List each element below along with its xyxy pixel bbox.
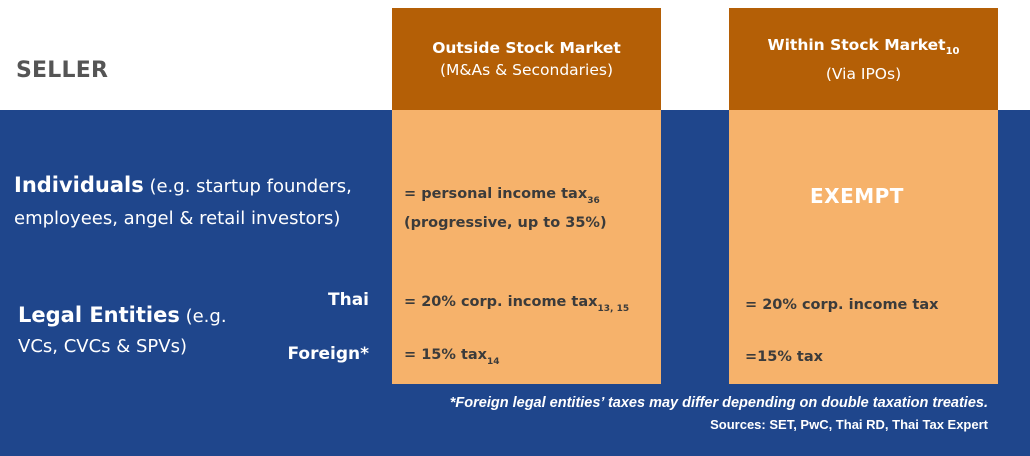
sublabel-thai: Thai [328,290,369,310]
column-header-within: Within Stock Market10 (Via IPOs) [729,8,998,110]
footnote-ref: 10 [945,45,960,57]
column-title-outside: Outside Stock Market [432,39,621,57]
cell-individuals-outside: = personal income tax36 (progressive, up… [404,186,607,231]
cell-foreign-within: =15% tax [745,349,823,365]
sublabel-foreign: Foreign* [287,344,369,364]
cell-individuals-within: EXEMPT [810,184,904,208]
column-subtitle-within: (Via IPOs) [825,64,902,83]
footnote-ref: 13, 15 [597,304,630,314]
footnote: *Foreign legal entities’ taxes may diffe… [449,395,988,411]
cell-thai-outside: = 20% corp. income tax13, 15 [404,294,630,314]
row-label-individuals: Individuals (e.g. startup founders, empl… [14,173,352,229]
column-body-within [729,110,998,384]
sources-line: Sources: SET, PwC, Thai RD, Thai Tax Exp… [710,417,988,432]
footnote-ref: 36 [587,196,600,206]
row-label-legal-entities: Legal Entities (e.g. VCs, CVCs & SPVs) [18,303,227,357]
cell-foreign-outside: = 15% tax14 [404,347,500,367]
seller-heading: SELLER [16,58,109,83]
footnote-ref: 14 [487,357,500,367]
column-subtitle-outside: (M&As & Secondaries) [439,61,613,79]
cell-thai-within: = 20% corp. income tax [745,297,939,313]
column-body-outside [392,110,661,384]
column-title-within: Within Stock Market10 [767,35,960,57]
column-header-outside: Outside Stock Market (M&As & Secondaries… [392,8,661,110]
